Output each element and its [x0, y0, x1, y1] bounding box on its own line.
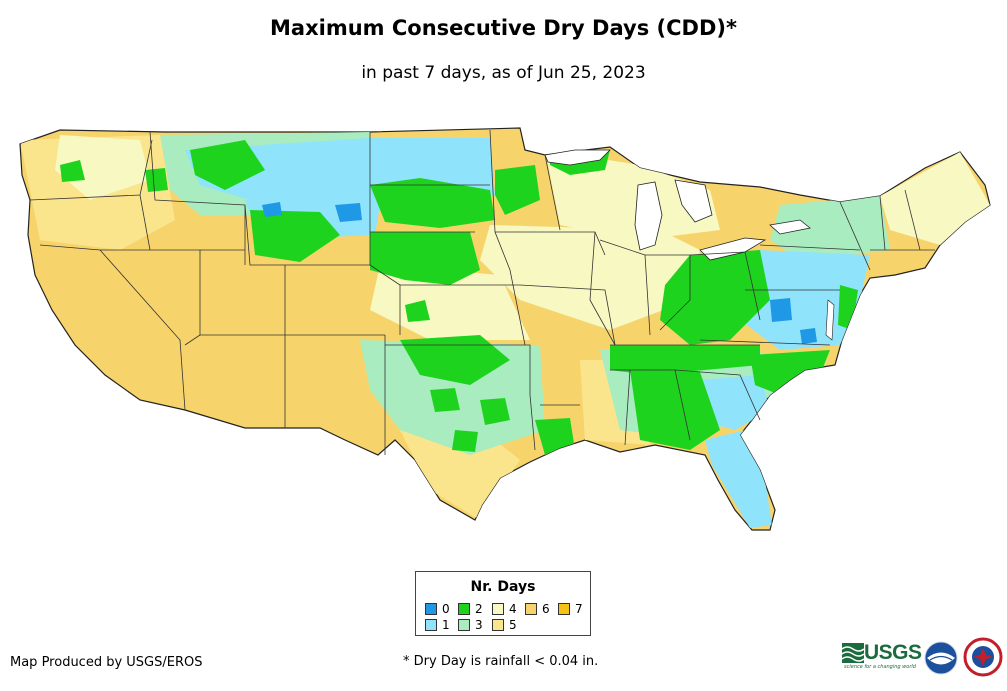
- usgs-logo: USGS science for a changing world: [842, 641, 922, 670]
- noaa-logo: [924, 641, 958, 675]
- legend-label: 5: [509, 618, 517, 632]
- legend-swatch: [492, 619, 504, 631]
- legend-item-0: 0: [425, 602, 450, 616]
- region-2day-montana: [190, 140, 265, 190]
- region-2day-tennessee: [610, 345, 760, 375]
- region-2day-louisiana: [535, 418, 575, 455]
- legend-item-7: 7: [558, 602, 583, 616]
- legend-label: 7: [575, 602, 583, 616]
- legend-label: 4: [509, 602, 517, 616]
- region-2day-wyoming: [250, 210, 340, 262]
- lake-ontario: [769, 219, 811, 235]
- legend-swatch: [558, 603, 570, 615]
- lake-erie: [699, 237, 767, 261]
- legend-swatch: [458, 603, 470, 615]
- legend-swatch: [458, 619, 470, 631]
- region-2day-dots-texas: [430, 388, 510, 452]
- lake-superior: [544, 149, 611, 166]
- legend-swatch: [425, 603, 437, 615]
- region-2day-dakota-bands: [370, 178, 495, 228]
- legend-item-3: 3: [458, 618, 483, 632]
- chesapeake-bay: [825, 299, 835, 341]
- legend-item-4: 4: [492, 602, 517, 616]
- legend-item-2: 2: [458, 602, 483, 616]
- legend-title: Nr. Days: [470, 579, 536, 595]
- map-title: Maximum Consecutive Dry Days (CDD)*: [270, 16, 737, 40]
- region-2day-carolina: [750, 350, 830, 395]
- legend: Nr. Days 0 1 2 3 4 5 6 7: [415, 571, 591, 636]
- nws-logo: [963, 637, 1003, 677]
- region-1day-midatlantic: [740, 250, 870, 350]
- region-4day-midwest: [480, 225, 700, 330]
- legend-item-5: 5: [492, 618, 517, 632]
- legend-label: 1: [442, 618, 450, 632]
- cdd-map: [19, 127, 991, 531]
- usgs-wordmark: USGS: [864, 641, 922, 664]
- region-0day-virginia: [770, 298, 817, 344]
- region-3day-nengland: [770, 196, 890, 260]
- legend-label: 2: [475, 602, 483, 616]
- region-0day-montana: [262, 202, 362, 222]
- region-4day-nw: [55, 135, 150, 200]
- dry-day-note: * Dry Day is rainfall < 0.04 in.: [403, 654, 599, 669]
- legend-label: 6: [542, 602, 550, 616]
- usgs-wave-icon: [842, 643, 864, 663]
- legend-swatch: [525, 603, 537, 615]
- state-borders: [29, 129, 935, 455]
- lake-michigan: [634, 181, 663, 251]
- legend-swatch: [492, 603, 504, 615]
- credit-text: Map Produced by USGS/EROS: [10, 655, 203, 670]
- legend-item-6: 6: [525, 602, 550, 616]
- region-2day-wisconsin: [495, 165, 540, 215]
- region-1day-georgia: [700, 375, 770, 430]
- region-4day-lakes: [545, 150, 720, 240]
- usgs-tagline: science for a changing world: [844, 664, 916, 670]
- lake-huron: [674, 179, 713, 223]
- region-2day-nj: [838, 285, 858, 330]
- region-2day-ohio-valley: [660, 250, 770, 345]
- region-2day-oklahoma: [400, 335, 510, 385]
- legend-label: 0: [442, 602, 450, 616]
- legend-label: 3: [475, 618, 483, 632]
- legend-item-1: 1: [425, 618, 450, 632]
- legend-swatch: [425, 619, 437, 631]
- region-2day-nebraska: [370, 232, 480, 285]
- region-4day-ne: [880, 152, 990, 245]
- region-2day-alabama: [630, 370, 720, 450]
- map-subtitle: in past 7 days, as of Jun 25, 2023: [361, 63, 646, 83]
- region-1day-florida: [705, 430, 772, 528]
